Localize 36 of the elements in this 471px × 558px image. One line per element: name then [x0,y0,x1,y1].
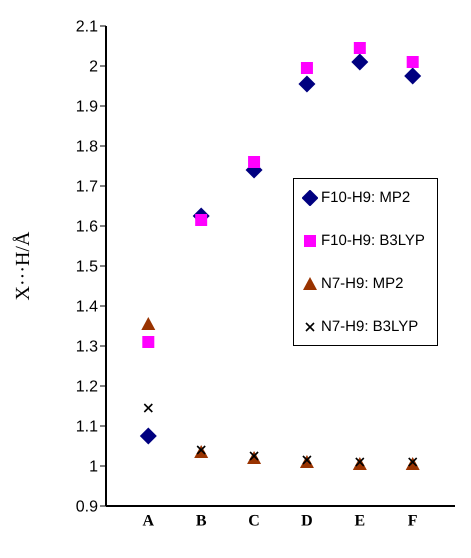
point [354,42,366,54]
y-tick-label: 1 [89,458,98,476]
legend-label: N7-H9: MP2 [321,275,404,292]
y-tick-label: 1.1 [76,418,98,436]
y-tick-label: 1.4 [76,298,98,316]
point [298,76,316,92]
x-tick-label: D [301,512,313,530]
point [140,428,157,444]
y-tick-label: 1.3 [76,338,98,356]
point [300,62,313,74]
y-tick-label: 2.1 [76,18,98,36]
y-axis-title: X···H/Å [12,231,34,300]
y-tick-label: 1.5 [76,258,98,276]
legend-label: F10-H9: B3LYP [321,232,425,249]
y-tick-label: 1.7 [76,178,98,196]
legend-label: F10-H9: MP2 [321,189,410,206]
point [404,68,422,84]
y-tick-label: 1.9 [76,98,98,116]
point [144,403,154,413]
y-tick-label: 1.8 [76,138,98,156]
point [351,54,368,70]
y-tick-label: 2 [89,58,98,76]
y-tick-label: 1.2 [76,378,98,396]
legend-label: N7-H9: B3LYP [321,318,418,335]
y-tick-label: 1.6 [76,218,98,236]
x-tick-label: E [354,512,366,530]
point [195,214,208,226]
x-tick-label: C [248,512,260,530]
x-tick-label: A [142,512,155,530]
point [141,317,156,330]
y-tick-label: 0.9 [76,498,98,516]
point [248,156,260,168]
x-tick-label: B [196,512,207,530]
point [142,336,154,348]
point [406,56,419,68]
x-tick-label: F [408,512,418,530]
